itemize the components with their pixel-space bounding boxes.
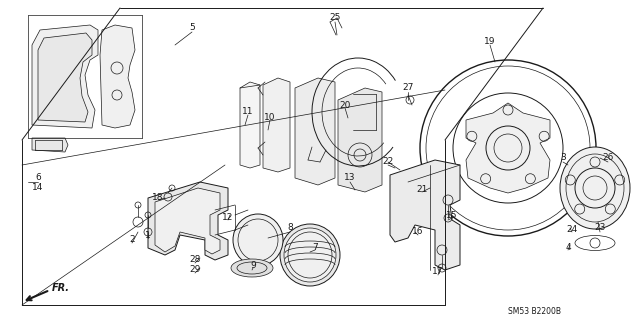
- Text: 10: 10: [264, 114, 276, 122]
- Polygon shape: [155, 188, 220, 254]
- Text: 28: 28: [189, 256, 201, 264]
- Text: 26: 26: [602, 153, 614, 162]
- Polygon shape: [240, 82, 260, 168]
- Polygon shape: [466, 103, 550, 193]
- Polygon shape: [390, 160, 460, 270]
- Ellipse shape: [233, 214, 283, 266]
- Polygon shape: [32, 138, 68, 152]
- Polygon shape: [295, 78, 335, 185]
- Polygon shape: [38, 33, 92, 122]
- Polygon shape: [148, 182, 228, 260]
- Text: 29: 29: [189, 265, 201, 275]
- Polygon shape: [100, 25, 135, 128]
- Text: 5: 5: [189, 24, 195, 33]
- Text: 21: 21: [416, 186, 428, 195]
- Text: SM53 B2200B: SM53 B2200B: [508, 308, 561, 316]
- Polygon shape: [32, 25, 98, 128]
- Text: 19: 19: [484, 38, 496, 47]
- Text: 11: 11: [243, 108, 253, 116]
- Text: 4: 4: [565, 243, 571, 253]
- Ellipse shape: [231, 259, 273, 277]
- Ellipse shape: [560, 147, 630, 229]
- Text: 18: 18: [152, 194, 164, 203]
- Text: 14: 14: [32, 183, 44, 192]
- Polygon shape: [338, 88, 382, 192]
- Text: 25: 25: [330, 13, 340, 23]
- Text: 15: 15: [446, 211, 458, 219]
- Text: 12: 12: [222, 213, 234, 222]
- Text: 24: 24: [566, 226, 578, 234]
- Text: 9: 9: [250, 261, 256, 270]
- Text: 13: 13: [344, 174, 356, 182]
- Text: 8: 8: [287, 224, 293, 233]
- Text: 20: 20: [339, 100, 351, 109]
- Text: 7: 7: [312, 243, 318, 253]
- Ellipse shape: [280, 224, 340, 286]
- Text: 27: 27: [403, 84, 413, 93]
- Text: FR.: FR.: [52, 283, 70, 293]
- Polygon shape: [263, 78, 290, 172]
- Ellipse shape: [284, 228, 336, 282]
- Text: 23: 23: [595, 224, 605, 233]
- Text: 22: 22: [382, 158, 394, 167]
- Text: 2: 2: [129, 235, 135, 244]
- Text: 16: 16: [412, 227, 424, 236]
- Text: 6: 6: [35, 174, 41, 182]
- Text: 1: 1: [145, 231, 151, 240]
- Text: 3: 3: [560, 153, 566, 162]
- Text: 17: 17: [432, 268, 444, 277]
